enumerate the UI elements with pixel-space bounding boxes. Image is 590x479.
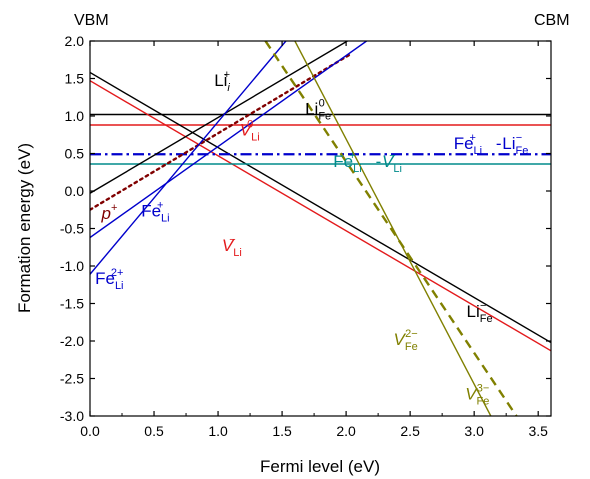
y-tick-label: 1.5 (65, 71, 85, 87)
curve-label-subscript: Li (474, 145, 483, 157)
curve-label-superscript: + (157, 200, 163, 212)
curve-label-superscript: 3− (477, 383, 490, 395)
curve-label-base: V (382, 152, 395, 171)
curve-label-14: LiFe− (467, 300, 493, 325)
curve-label-8: FeLi+ (333, 150, 361, 175)
vbm-label: VBM (74, 12, 109, 29)
curve-label-subscript: Fe (516, 145, 529, 157)
y-tick-label: -0.5 (60, 221, 84, 237)
curve-label-16: VFe3− (465, 383, 489, 408)
curve-label-subscript: Fe (318, 111, 331, 123)
curve-label-text: - (496, 134, 502, 153)
series-line-11 (264, 41, 518, 416)
x-tick-label: 2.0 (336, 423, 356, 439)
curve-label-base: Fe (95, 269, 115, 288)
x-tick-label: 0.5 (144, 423, 164, 439)
curve-label-base: Li (502, 134, 515, 153)
curve-label-superscript: 0 (247, 119, 253, 131)
curve-label-base: V (222, 236, 235, 255)
series-line-12 (294, 41, 492, 416)
curve-label-superscript: + (349, 150, 355, 162)
curve-label-6: FeLi2+ (95, 267, 123, 292)
series-line-10 (90, 41, 287, 275)
y-tick-label: 2.0 (65, 33, 85, 49)
curve-label-base: Fe (333, 152, 353, 171)
curve-label-base: Fe (454, 134, 474, 153)
cbm-label: CBM (534, 12, 570, 29)
curve-label-subscript: Fe (480, 313, 493, 325)
y-tick-label: -1.0 (60, 258, 84, 274)
curve-label-subscript: Li (353, 163, 362, 175)
y-tick-label: 0.5 (65, 146, 85, 162)
curve-label-base: Li (214, 71, 227, 90)
curve-label-15: VFe2− (394, 328, 418, 353)
curve-label-subscript: i (227, 82, 230, 94)
curve-label-superscript: 2+ (111, 267, 124, 279)
curve-label-4: p+ (101, 202, 118, 223)
curve-label-base: Li (467, 302, 480, 321)
x-tick-label: 2.5 (400, 423, 420, 439)
curve-label-subscript: Li (251, 132, 260, 144)
series-line-8 (90, 52, 353, 211)
curve-label-13: LiFe− (502, 132, 528, 157)
curve-label-12: - (496, 134, 502, 153)
series-line-3 (90, 71, 551, 344)
series-line-7 (90, 41, 348, 194)
series-layer (90, 41, 551, 416)
y-tick-label: 0.0 (65, 183, 85, 199)
axes-layer: 0.0 0.5 1.0 1.5 2.0 2.5 3.0 3.52.01.51.00.50.0-… (60, 33, 551, 439)
curve-label-subscript: Li (115, 280, 124, 292)
y-tick-label: 1.0 (65, 108, 85, 124)
curve-label-superscript: 2− (405, 328, 418, 340)
curve-label-2: VLi0 (240, 119, 260, 144)
y-tick-label: -1.5 (60, 296, 84, 312)
x-tick-label: 1.5 (272, 423, 292, 439)
curve-label-base: V (465, 385, 478, 404)
curve-label-superscript: − (516, 132, 522, 144)
curve-label-base: p (101, 204, 111, 223)
curve-label-subscript: Li (393, 163, 402, 175)
curve-label-9: - (376, 152, 382, 171)
curve-label-base: V (394, 330, 407, 349)
curve-label-base: Fe (141, 202, 161, 221)
curve-label-5: FeLi+ (141, 200, 169, 225)
y-tick-label: -3.0 (60, 408, 84, 424)
y-tick-label: -2.5 (60, 371, 84, 387)
series-line-9 (90, 41, 368, 239)
curve-label-superscript: + (111, 202, 117, 214)
curve-label-superscript: + (470, 132, 476, 144)
curve-label-superscript: − (229, 234, 235, 246)
curve-label-11: FeLi+ (454, 132, 482, 157)
curve-label-text: - (376, 152, 382, 171)
curve-label-superscript: − (480, 300, 486, 312)
y-axis-title: Formation energy (eV) (15, 143, 34, 313)
curve-label-base: Li (305, 100, 318, 119)
curve-label-subscript: Li (233, 247, 242, 259)
x-tick-label: 0.0 (80, 423, 100, 439)
series-line-4 (90, 80, 551, 352)
curve-label-subscript: Fe (477, 396, 490, 408)
curve-label-1: LiFe0 (305, 98, 331, 123)
curve-label-3: Lii+ (214, 69, 230, 94)
curve-label-subscript: Li (161, 213, 170, 225)
curve-label-7: VLi− (222, 234, 242, 259)
x-tick-label: 1.0 (208, 423, 228, 439)
curve-label-superscript: − (389, 150, 395, 162)
x-axis-title: Fermi level (eV) (260, 457, 380, 476)
x-tick-label: 3.0 (464, 423, 484, 439)
y-tick-label: -2.0 (60, 333, 84, 349)
curve-label-superscript: 0 (319, 98, 325, 110)
x-tick-label: 3.5 (528, 423, 548, 439)
curve-label-superscript: + (224, 69, 230, 81)
curve-label-subscript: Fe (405, 341, 418, 353)
curve-label-base: V (240, 121, 253, 140)
curve-label-10: VLi− (382, 150, 402, 175)
